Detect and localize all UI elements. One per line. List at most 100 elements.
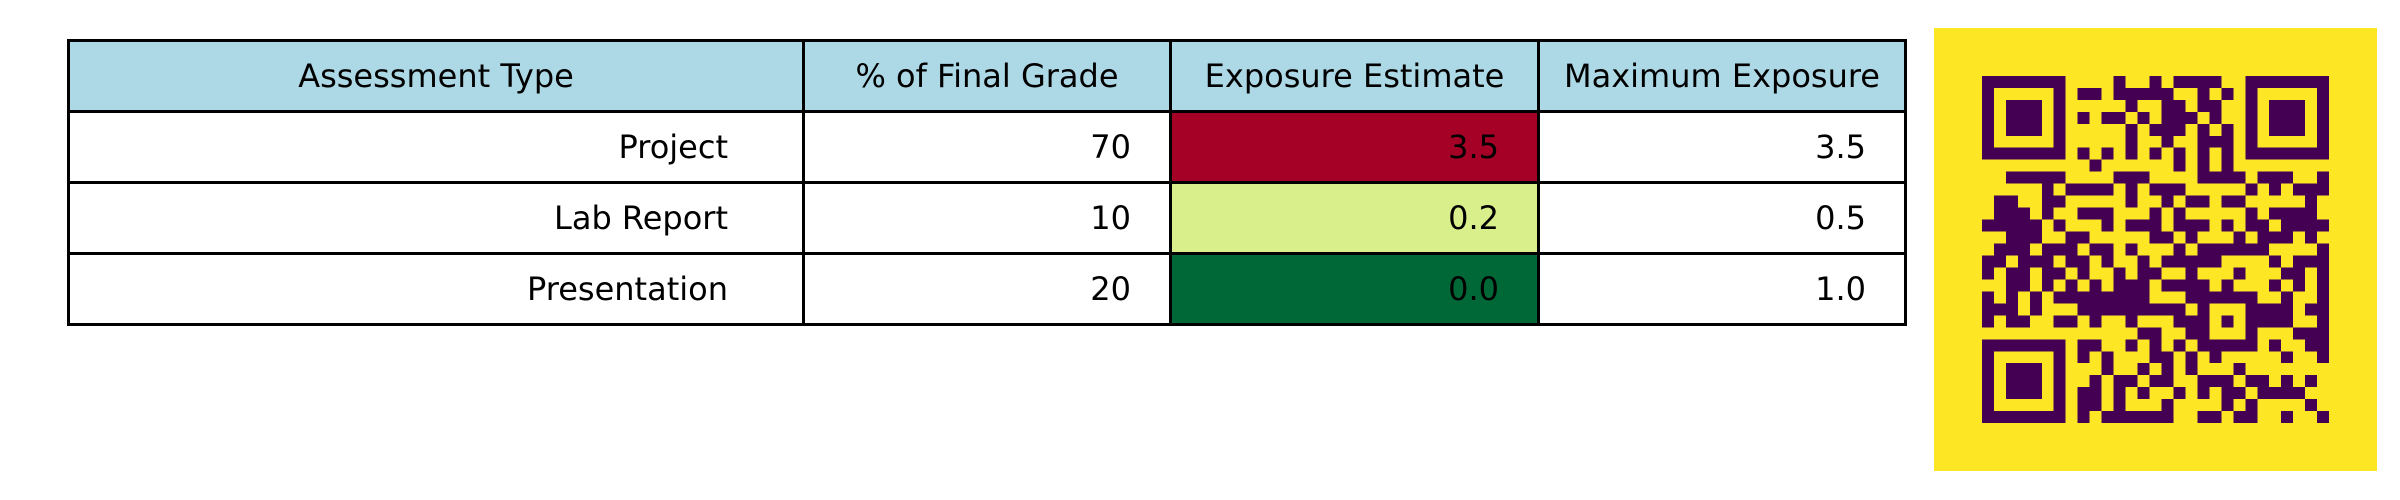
qr-module bbox=[2029, 255, 2042, 268]
qr-module bbox=[2101, 219, 2114, 232]
qr-module bbox=[2293, 267, 2306, 280]
qr-module bbox=[2197, 411, 2210, 424]
qr-module bbox=[2125, 339, 2138, 352]
qr-module bbox=[2269, 171, 2282, 184]
qr-module bbox=[2269, 75, 2282, 88]
qr-module bbox=[2101, 351, 2114, 364]
qr-module bbox=[2149, 327, 2162, 340]
qr-module bbox=[2173, 75, 2186, 88]
qr-module bbox=[2161, 411, 2174, 424]
qr-module bbox=[2197, 135, 2210, 148]
qr-module bbox=[2185, 351, 2198, 364]
qr-module bbox=[2245, 207, 2258, 220]
qr-module bbox=[2245, 87, 2258, 100]
qr-module bbox=[2317, 411, 2330, 424]
exposure-estimate-cell: 0.2 bbox=[1169, 181, 1540, 255]
qr-module bbox=[2137, 363, 2150, 376]
qr-module bbox=[2101, 207, 2114, 220]
qr-module bbox=[1993, 207, 2006, 220]
qr-module bbox=[2233, 171, 2246, 184]
qr-module bbox=[2017, 339, 2030, 352]
qr-module bbox=[1993, 243, 2006, 256]
maximum-exposure-cell: 1.0 bbox=[1537, 252, 1907, 326]
qr-module bbox=[2293, 327, 2306, 340]
qr-module bbox=[2281, 147, 2294, 160]
qr-module bbox=[2293, 279, 2306, 292]
qr-module bbox=[2005, 147, 2018, 160]
qr-module bbox=[1993, 147, 2006, 160]
qr-module bbox=[2017, 111, 2030, 124]
qr-module bbox=[1981, 255, 1994, 268]
qr-module bbox=[2197, 387, 2210, 400]
qr-module bbox=[2149, 75, 2162, 88]
qr-module bbox=[2005, 279, 2018, 292]
qr-module bbox=[2197, 291, 2210, 304]
qr-module bbox=[2077, 351, 2090, 364]
qr-module bbox=[2053, 135, 2066, 148]
qr-module bbox=[2137, 255, 2150, 268]
qr-module bbox=[2017, 231, 2030, 244]
qr-module bbox=[2185, 231, 2198, 244]
qr-module bbox=[2185, 255, 2198, 268]
qr-module bbox=[1981, 387, 1994, 400]
qr-module bbox=[2221, 243, 2234, 256]
qr-module bbox=[2053, 195, 2066, 208]
qr-module bbox=[2281, 123, 2294, 136]
qr-module bbox=[2209, 339, 2222, 352]
qr-module bbox=[2317, 243, 2330, 256]
qr-module bbox=[2029, 231, 2042, 244]
qr-module bbox=[2029, 75, 2042, 88]
qr-module bbox=[2149, 231, 2162, 244]
qr-module bbox=[2317, 315, 2330, 328]
qr-module bbox=[2305, 231, 2318, 244]
qr-module bbox=[2005, 243, 2018, 256]
qr-module bbox=[2053, 399, 2066, 412]
qr-module bbox=[2257, 147, 2270, 160]
qr-module bbox=[2029, 387, 2042, 400]
qr-module bbox=[2053, 267, 2066, 280]
qr-module bbox=[1981, 135, 1994, 148]
qr-module bbox=[2209, 243, 2222, 256]
qr-module bbox=[2077, 111, 2090, 124]
qr-module bbox=[2149, 351, 2162, 364]
qr-module bbox=[2077, 87, 2090, 100]
qr-module bbox=[2017, 243, 2030, 256]
qr-module bbox=[2041, 339, 2054, 352]
qr-module bbox=[2185, 279, 2198, 292]
qr-module bbox=[2101, 147, 2114, 160]
qr-module bbox=[2041, 411, 2054, 424]
qr-module bbox=[2221, 135, 2234, 148]
qr-module bbox=[2245, 375, 2258, 388]
qr-module bbox=[2161, 351, 2174, 364]
qr-module bbox=[2257, 303, 2270, 316]
qr-module bbox=[2137, 111, 2150, 124]
qr-module bbox=[2053, 99, 2066, 112]
qr-module bbox=[2077, 207, 2090, 220]
qr-module bbox=[1981, 303, 1994, 316]
qr-module bbox=[2233, 267, 2246, 280]
qr-module bbox=[2281, 387, 2294, 400]
qr-module bbox=[2269, 339, 2282, 352]
qr-module bbox=[1981, 363, 1994, 376]
qr-module bbox=[2185, 219, 2198, 232]
qr-module bbox=[2041, 183, 2054, 196]
qr-module bbox=[2053, 315, 2066, 328]
qr-module bbox=[2269, 111, 2282, 124]
qr-module bbox=[2017, 207, 2030, 220]
qr-module bbox=[2173, 315, 2186, 328]
qr-module bbox=[2305, 339, 2318, 352]
qr-module bbox=[2065, 243, 2078, 256]
qr-module bbox=[2245, 411, 2258, 424]
qr-module bbox=[2305, 303, 2318, 316]
assessment-table: Assessment Type % of Final Grade Exposur… bbox=[67, 39, 1907, 326]
qr-module bbox=[2029, 99, 2042, 112]
qr-module bbox=[2041, 255, 2054, 268]
column-header-maximum-exposure: Maximum Exposure bbox=[1537, 39, 1907, 113]
qr-module bbox=[2089, 399, 2102, 412]
qr-module bbox=[2053, 363, 2066, 376]
qr-module bbox=[2125, 123, 2138, 136]
qr-module bbox=[2269, 99, 2282, 112]
qr-module bbox=[2029, 171, 2042, 184]
qr-module bbox=[2053, 339, 2066, 352]
qr-module bbox=[2233, 231, 2246, 244]
